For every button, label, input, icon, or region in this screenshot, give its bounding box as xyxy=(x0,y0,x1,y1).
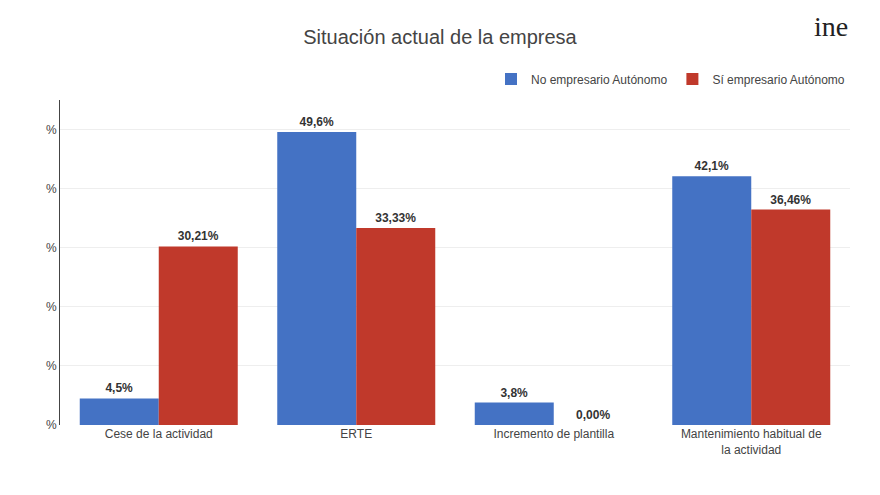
svg-text:%: % xyxy=(46,300,57,314)
svg-text:33,33%: 33,33% xyxy=(375,211,416,225)
svg-text:ine: ine xyxy=(814,11,848,42)
svg-text:Incremento de plantilla: Incremento de plantilla xyxy=(493,427,614,441)
svg-text:%: % xyxy=(46,123,57,137)
svg-text:3,8%: 3,8% xyxy=(500,386,528,400)
svg-text:ERTE: ERTE xyxy=(340,427,372,441)
svg-text:No empresario Autónomo: No empresario Autónomo xyxy=(531,73,667,87)
svg-text:%: % xyxy=(46,418,57,432)
svg-text:%: % xyxy=(46,241,57,255)
svg-text:49,6%: 49,6% xyxy=(300,115,334,129)
svg-text:4,5%: 4,5% xyxy=(105,381,133,395)
svg-text:30,21%: 30,21% xyxy=(178,229,219,243)
svg-text:36,46%: 36,46% xyxy=(770,193,811,207)
svg-text:Sí empresario Autónomo: Sí empresario Autónomo xyxy=(712,73,844,87)
svg-text:Cese de la actividad: Cese de la actividad xyxy=(105,427,213,441)
svg-text:%: % xyxy=(46,182,57,196)
svg-text:Situación actual de la empresa: Situación actual de la empresa xyxy=(303,26,577,48)
svg-text:%: % xyxy=(46,359,57,373)
svg-text:Mantenimiento habitual dela ac: Mantenimiento habitual dela actividad xyxy=(681,427,822,457)
svg-text:42,1%: 42,1% xyxy=(695,159,729,173)
svg-text:0,00%: 0,00% xyxy=(576,408,610,422)
